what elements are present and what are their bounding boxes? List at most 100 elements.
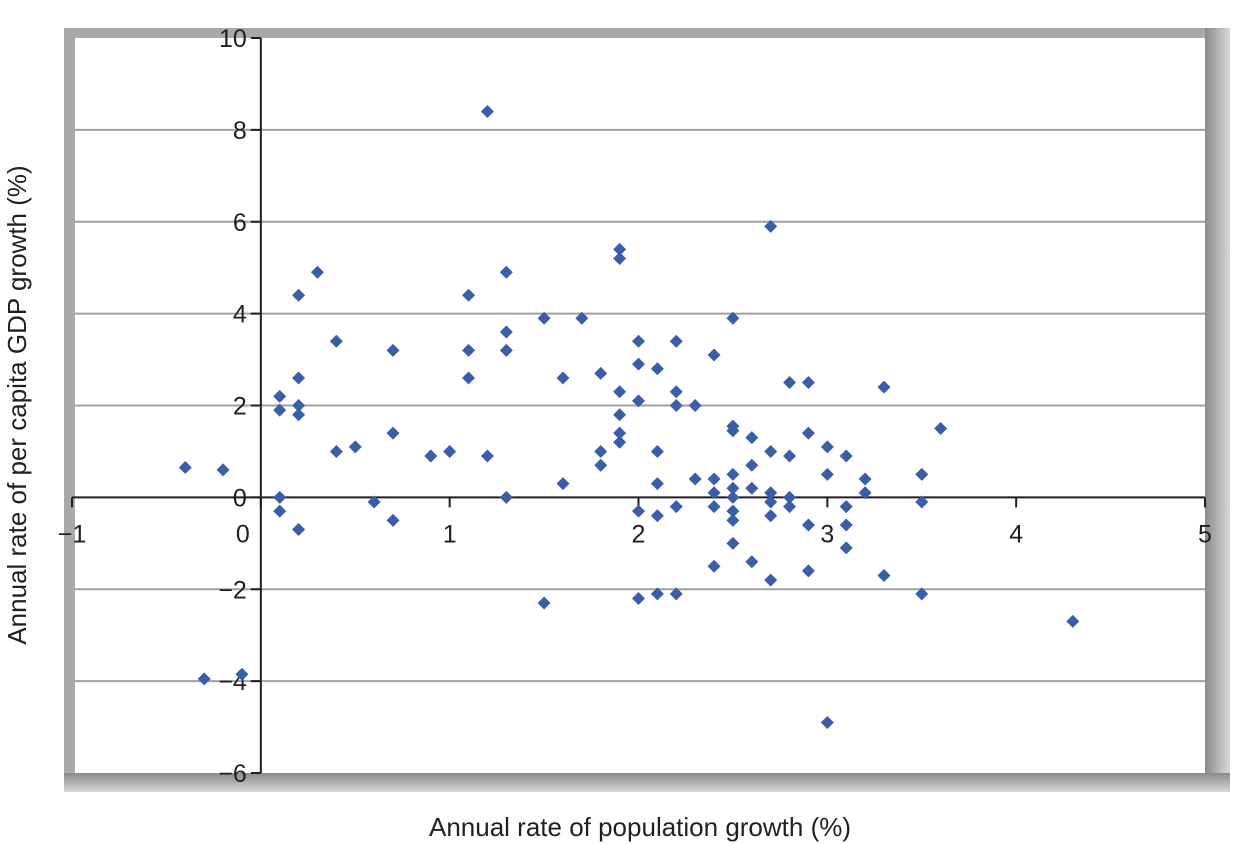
data-point (292, 523, 306, 537)
data-point (915, 467, 929, 481)
data-point (764, 573, 778, 587)
data-point (839, 449, 853, 463)
data-point (726, 481, 740, 495)
data-point (707, 500, 721, 514)
data-point (764, 486, 778, 500)
y-tick-label: 8 (233, 117, 247, 145)
data-point (707, 559, 721, 573)
data-point (650, 444, 664, 458)
data-point (783, 500, 797, 514)
data-point (329, 444, 343, 458)
data-point (462, 371, 476, 385)
data-point (934, 421, 948, 435)
x-tick-label: 4 (1009, 520, 1023, 548)
data-point (669, 385, 683, 399)
data-point (877, 568, 891, 582)
data-point (839, 541, 853, 555)
data-point (386, 426, 400, 440)
data-point (216, 463, 230, 477)
data-point (764, 495, 778, 509)
data-point (613, 252, 627, 265)
x-tick-label: −1 (58, 520, 87, 548)
data-point (726, 467, 740, 481)
data-point (650, 509, 664, 523)
data-point (764, 509, 778, 523)
plot-shadow-bottom (64, 773, 1230, 792)
x-tick-label: 5 (1198, 520, 1212, 548)
data-point (613, 435, 627, 449)
data-point (877, 380, 891, 394)
data-point (594, 444, 608, 458)
y-axis-title: Annual rate of per capita GDP growth (%) (2, 165, 32, 644)
data-point (178, 461, 192, 475)
data-point (480, 105, 494, 118)
x-axis-title: Annual rate of population growth (%) (429, 812, 851, 842)
data-point (783, 449, 797, 463)
data-point (783, 490, 797, 504)
data-point (745, 458, 759, 472)
data-point (632, 334, 645, 348)
data-point (726, 536, 740, 550)
data-point (650, 477, 664, 491)
y-tick-label: 6 (233, 209, 247, 237)
data-point (669, 399, 683, 412)
data-point (858, 486, 872, 500)
y-tick-label: 2 (233, 393, 247, 421)
data-point (726, 311, 740, 325)
data-point (915, 587, 929, 601)
data-point (915, 495, 929, 509)
y-tick-label: −6 (218, 760, 247, 788)
data-point (556, 477, 570, 491)
data-point (745, 481, 759, 495)
data-point (783, 376, 797, 390)
data-point (820, 440, 834, 454)
data-point (726, 513, 740, 527)
data-point (726, 504, 740, 518)
data-point (235, 667, 249, 681)
y-tick-label: 4 (233, 301, 247, 329)
data-point (669, 500, 683, 514)
data-point (632, 394, 645, 408)
data-point (613, 408, 627, 422)
y-tick-label: 10 (219, 25, 247, 53)
data-point (801, 426, 815, 440)
x-tick-label: 0 (236, 520, 250, 548)
data-point (858, 472, 872, 486)
data-point (632, 357, 645, 371)
data-point (669, 587, 683, 601)
data-point (537, 311, 551, 325)
data-point (613, 242, 627, 256)
data-point (801, 564, 815, 578)
data-point (801, 518, 815, 532)
data-point (537, 596, 551, 610)
data-point (688, 399, 702, 412)
data-point (745, 431, 759, 445)
data-point (613, 426, 627, 440)
data-point (707, 486, 721, 500)
data-point (669, 334, 683, 348)
data-point (839, 518, 853, 532)
plot-shadow-right (1205, 28, 1230, 792)
data-point (499, 265, 513, 279)
x-tick-label: 1 (443, 520, 457, 548)
data-point (726, 490, 740, 504)
data-point (613, 385, 627, 399)
data-point (273, 504, 287, 518)
data-point (688, 472, 702, 486)
y-tick-label: −2 (218, 576, 247, 604)
data-point (594, 366, 608, 380)
data-point (480, 449, 494, 463)
data-point (386, 513, 400, 527)
data-point (462, 343, 476, 357)
data-point (499, 490, 513, 504)
data-point (575, 311, 589, 325)
data-point (632, 591, 645, 605)
data-point (292, 288, 306, 302)
data-point (764, 219, 778, 233)
data-point (197, 672, 211, 686)
data-point (594, 458, 608, 472)
data-point (273, 389, 287, 403)
data-point (386, 343, 400, 357)
data-point (273, 490, 287, 504)
